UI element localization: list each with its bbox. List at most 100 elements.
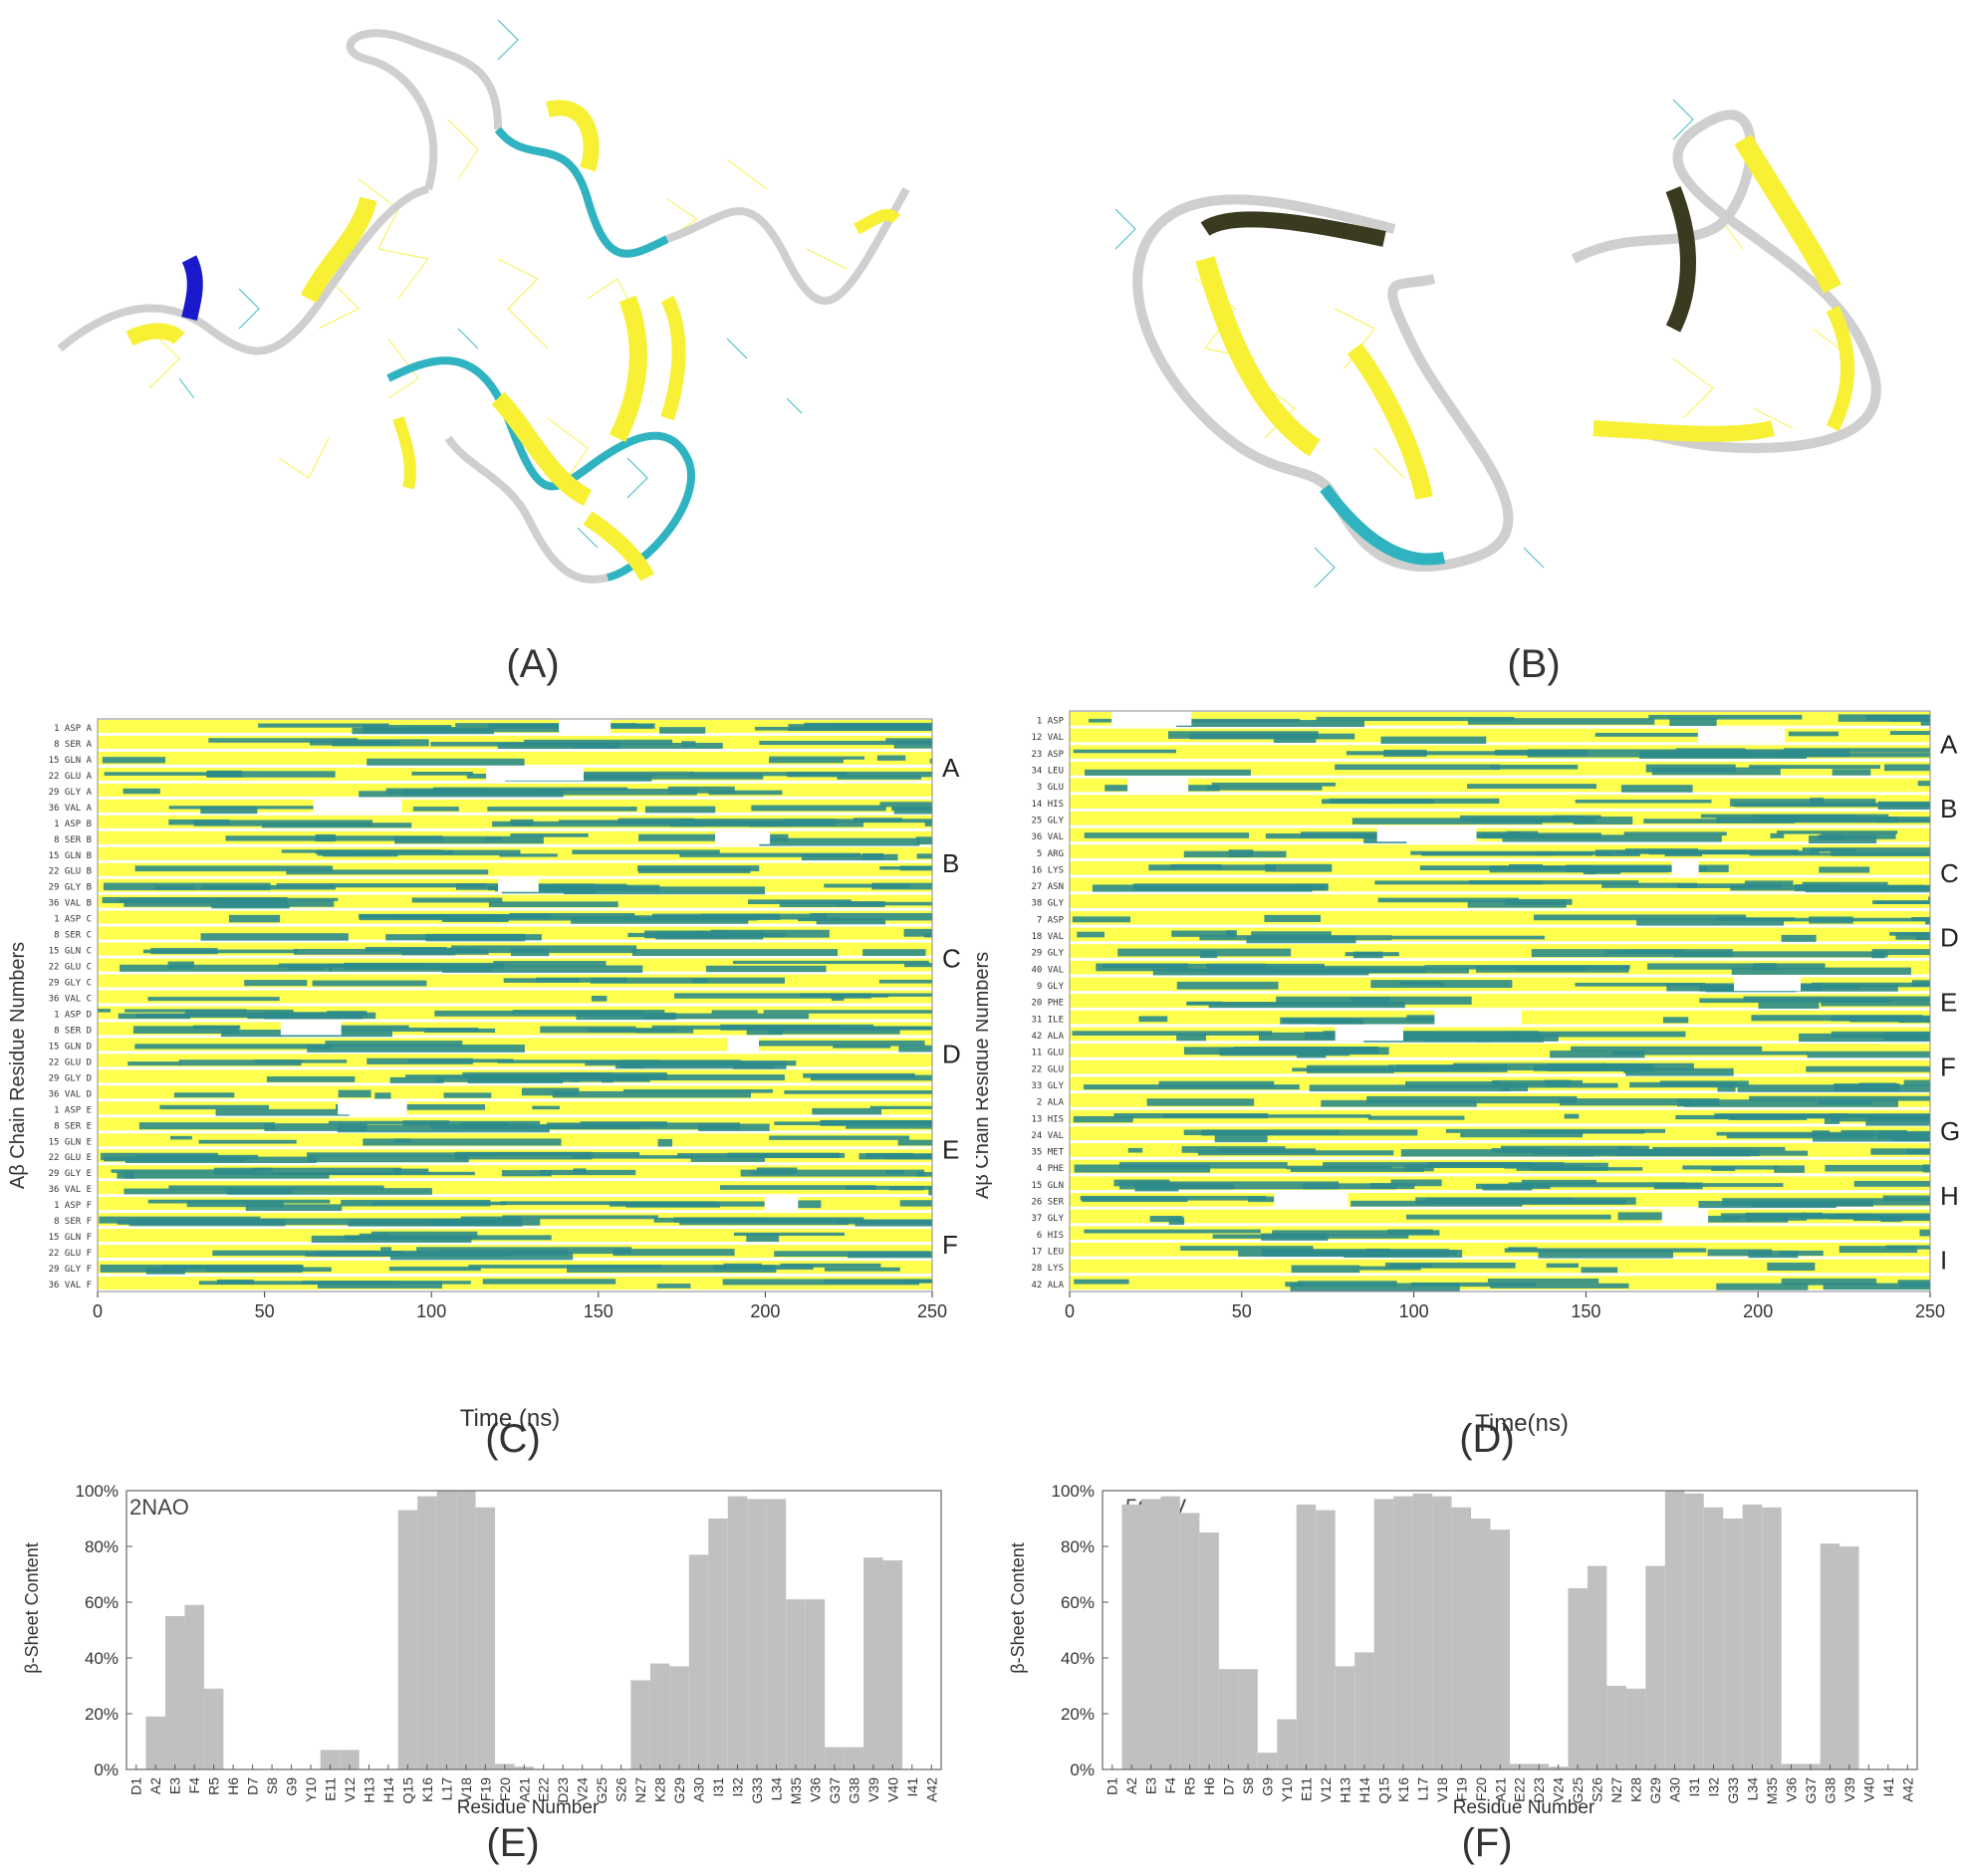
row-label: 23 ASP — [1031, 750, 1064, 760]
bar — [1140, 1499, 1161, 1769]
residue-row — [98, 1117, 932, 1133]
panel-f-chart: β-Sheet Content Residue Number 5OQV 0%20… — [976, 1439, 1963, 1871]
row-label: 2 ALA — [1037, 1098, 1065, 1108]
residue-row — [98, 958, 932, 973]
x-tick-label: M35 — [788, 1777, 804, 1804]
panel-b-structure-image — [1114, 99, 1881, 588]
bar — [844, 1747, 864, 1769]
x-tick-label: V40 — [884, 1777, 900, 1802]
chain-label: E — [942, 1134, 959, 1164]
bar — [184, 1604, 204, 1769]
row-label: 42 ALA — [1031, 1281, 1064, 1290]
row-label: 22 GLU C — [49, 963, 92, 973]
x-tick-label: 150 — [584, 1301, 613, 1321]
row-label: 34 LEU — [1031, 766, 1064, 776]
residue-row — [98, 1101, 932, 1116]
row-label: 8 SER A — [54, 740, 93, 750]
row-label: 36 VAL C — [49, 995, 92, 1005]
row-label: 15 GLN — [1031, 1181, 1064, 1191]
row-label: 22 GLU B — [49, 867, 92, 877]
residue-row — [1070, 811, 1930, 825]
row-label: 1 ASP D — [54, 1010, 92, 1020]
x-tick-label: G29 — [1647, 1777, 1663, 1804]
bar — [1606, 1686, 1626, 1769]
chain-label: E — [1940, 988, 1957, 1018]
row-label: 22 GLU — [1031, 1064, 1064, 1074]
row-label: 29 GLY E — [49, 1169, 92, 1179]
y-tick-label: 0% — [1070, 1760, 1095, 1779]
y-tick-label: 100% — [1052, 1482, 1095, 1501]
x-tick-label: D7 — [245, 1777, 261, 1795]
chain-label: D — [942, 1039, 961, 1068]
bar — [164, 1616, 185, 1769]
row-label: 22 GLU D — [49, 1057, 92, 1067]
residue-row — [1070, 1209, 1930, 1225]
bar — [1432, 1496, 1452, 1769]
bar — [1335, 1666, 1355, 1769]
x-tick-label: F19 — [477, 1777, 493, 1801]
row-label: 8 SER E — [54, 1121, 92, 1131]
x-tick-label: 50 — [1232, 1301, 1252, 1321]
x-tick-label: I31 — [710, 1777, 726, 1797]
bar — [1238, 1669, 1258, 1769]
x-tick-label: D23 — [555, 1777, 571, 1803]
chain-label: I — [1940, 1246, 1947, 1276]
x-tick-label: I32 — [1706, 1777, 1722, 1797]
chain-label: C — [942, 944, 961, 974]
residue-row — [98, 1213, 932, 1227]
panel-e-label: (E) — [486, 1821, 540, 1865]
x-tick-label: A21 — [516, 1777, 532, 1802]
residue-row — [98, 1181, 932, 1196]
row-label: 1 ASP F — [54, 1201, 92, 1211]
bar — [417, 1496, 437, 1769]
row-label: 16 LYS — [1031, 865, 1064, 875]
row-label: 1 ASP E — [54, 1105, 92, 1115]
row-label: 8 SER D — [54, 1026, 92, 1036]
x-tick-label: K28 — [1628, 1777, 1644, 1802]
panel-c-xlabel: Time (ns) — [460, 1405, 560, 1432]
row-label: 27 ASN — [1031, 882, 1064, 892]
chain-label: A — [1940, 729, 1958, 759]
residue-row — [98, 910, 932, 925]
x-tick-label: D1 — [128, 1777, 144, 1795]
plot-frame — [1069, 710, 1931, 1292]
plot-area — [98, 719, 932, 1291]
residue-row — [1070, 712, 1930, 728]
residue-row — [1070, 910, 1930, 926]
x-tick-label: 200 — [750, 1301, 780, 1321]
residue-row — [98, 1133, 932, 1147]
x-tick-label: S26 — [1590, 1777, 1605, 1802]
x-tick-label: G38 — [846, 1777, 861, 1804]
x-tick-label: 100 — [1399, 1301, 1429, 1321]
panel-d-heatmap: Aβ Chain Residue Numbers Time(ns) 1 ASP 1… — [971, 710, 1960, 1437]
row-label: 1 ASP C — [54, 915, 92, 925]
x-tick-label: E3 — [167, 1777, 183, 1794]
bar — [1742, 1505, 1763, 1769]
chain-label: B — [1940, 794, 1957, 823]
x-tick-label: 50 — [255, 1301, 275, 1321]
bar — [1664, 1491, 1685, 1769]
row-label: 6 HIS — [1037, 1231, 1064, 1241]
x-tick-label: N27 — [632, 1777, 648, 1803]
x-tick-label: H14 — [380, 1777, 396, 1803]
residue-row — [98, 990, 932, 1004]
residue-row — [1070, 1044, 1930, 1058]
row-label: 25 GLY — [1031, 816, 1064, 825]
bar — [1257, 1753, 1278, 1769]
row-label: 15 GLN D — [49, 1042, 92, 1052]
x-tick-label: G25 — [1570, 1777, 1586, 1804]
panel-d-chart: Aβ Chain Residue Numbers Time(ns) 1 ASP 1… — [971, 697, 1963, 1461]
x-tick-label: K28 — [652, 1777, 668, 1802]
x-tick-label: V24 — [1551, 1777, 1567, 1802]
row-label: 15 GLN C — [49, 947, 92, 957]
panel-b-label: (B) — [1507, 642, 1561, 686]
x-tick-label: R5 — [206, 1777, 222, 1795]
panel-e-bar-chart: β-Sheet Content Residue Number 2NAO 0% 20… — [22, 1482, 942, 1818]
x-tick-label: V18 — [458, 1777, 474, 1802]
panel-a-label: (A) — [506, 642, 560, 686]
row-label: 37 GLY — [1031, 1214, 1064, 1224]
row-label: 1 ASP — [1037, 716, 1065, 726]
residue-row — [1070, 994, 1930, 1009]
panel-d-ylabel: Aβ Chain Residue Numbers — [976, 952, 993, 1199]
residue-row — [1070, 1027, 1930, 1043]
